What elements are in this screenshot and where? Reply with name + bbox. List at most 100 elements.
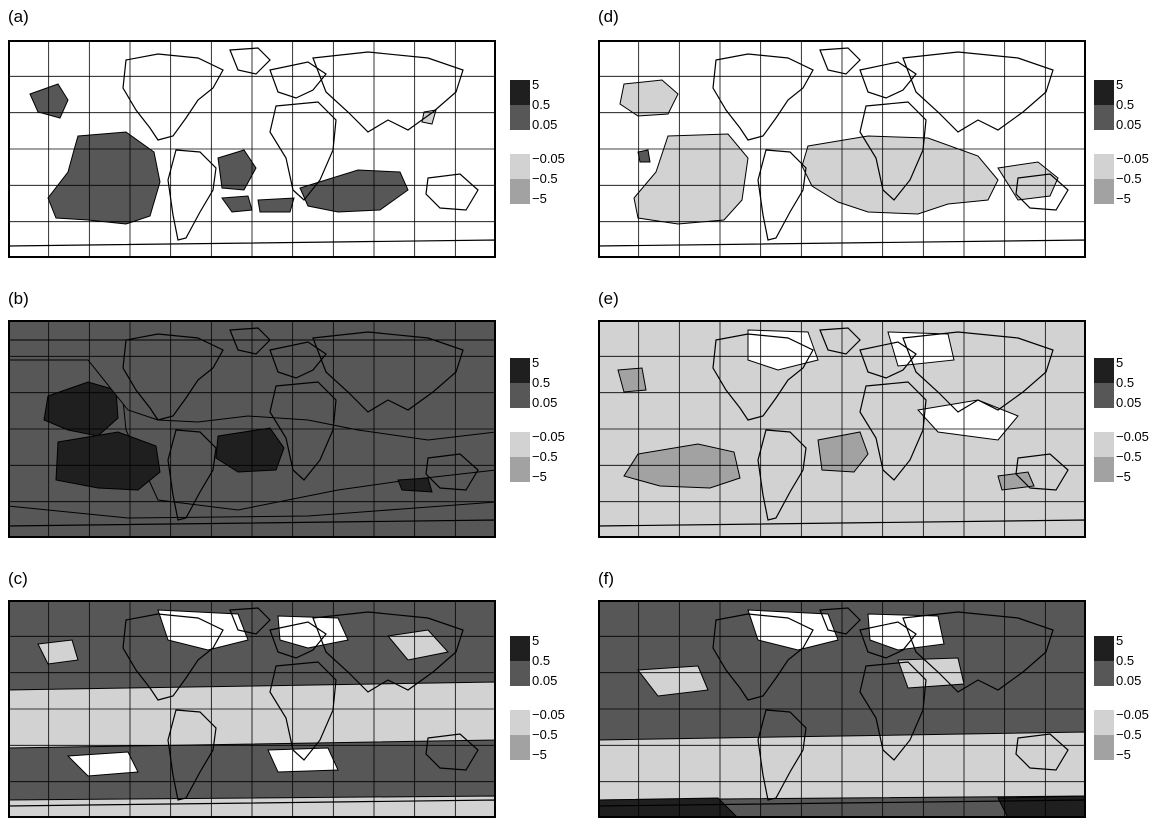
contour-region (917, 399, 1019, 441)
legend-c: 5 0.5 0.05 −0.05 −0.5 −5 (510, 633, 580, 776)
legend-level-label: −0.05 (1116, 151, 1149, 166)
legend-swatch (510, 383, 530, 408)
coastline (312, 611, 464, 693)
legend-swatch (1094, 636, 1114, 661)
legend-swatch (510, 457, 530, 482)
coastline (312, 331, 464, 413)
contour-region (997, 161, 1059, 201)
coastline (269, 381, 337, 481)
coastline (859, 661, 927, 761)
contour-region (157, 609, 249, 651)
legend-level-label: 5 (1116, 77, 1124, 92)
map-panel-d (598, 40, 1086, 258)
contour-region (801, 135, 999, 215)
legend-swatch (510, 661, 530, 686)
legend-level-label: 0.05 (532, 395, 558, 410)
legend-level-label: −0.05 (532, 707, 565, 722)
legend-swatch (1094, 358, 1114, 383)
coastline (122, 53, 224, 141)
legend-swatch (1094, 735, 1114, 760)
map-panel-e (598, 320, 1086, 538)
coastline (269, 101, 337, 201)
legend-swatch (1094, 661, 1114, 686)
legend-level-label: 0.5 (1116, 653, 1135, 668)
contour-region (55, 431, 161, 491)
map-frame (598, 320, 1086, 538)
coastline (269, 61, 327, 99)
legend-swatch (1094, 383, 1114, 408)
coastline (122, 333, 224, 421)
coastline (269, 621, 327, 659)
legend-swatch (510, 179, 530, 204)
legend-e: 5 0.5 0.05 −0.05 −0.5 −5 (1094, 356, 1158, 498)
legend-swatch (1094, 179, 1114, 204)
map-frame (8, 40, 496, 258)
contour-region (887, 331, 955, 367)
contour-region (421, 109, 437, 125)
coastline (425, 173, 479, 211)
legend-swatch (510, 636, 530, 661)
legend-swatch (510, 80, 530, 105)
panel-label-f: (f) (598, 569, 615, 588)
legend-level-label: −0.05 (532, 151, 565, 166)
contour-region (997, 795, 1086, 818)
legend-level-label: −5 (1116, 747, 1131, 762)
coastline (1015, 453, 1069, 491)
coastline (712, 333, 814, 421)
legend-level-label: −5 (532, 191, 547, 206)
coastline (859, 61, 917, 99)
panel-label-b: (b) (8, 289, 29, 308)
contour-region (637, 149, 651, 163)
legend-swatch (1094, 105, 1114, 130)
legend-level-label: −5 (532, 747, 547, 762)
legend-level-label: −5 (1116, 191, 1131, 206)
contour-region (747, 329, 819, 371)
coastline (1015, 173, 1069, 211)
legend-swatch (510, 735, 530, 760)
legend-level-label: 0.05 (1116, 395, 1142, 410)
coastline (229, 47, 271, 75)
legend-d: 5 0.5 0.05 −0.05 −0.5 −5 (1094, 77, 1158, 220)
legend-level-label: 5 (532, 633, 540, 648)
coastline (269, 661, 337, 761)
legend-level-label: 5 (1116, 633, 1124, 648)
map-panel-b (8, 320, 496, 538)
legend-f: 5 0.5 0.05 −0.05 −0.5 −5 (1094, 633, 1158, 776)
map-frame (8, 320, 496, 538)
legend-swatch (1094, 710, 1114, 735)
contour-region (43, 381, 119, 437)
legend-level-label: 5 (532, 77, 540, 92)
coastline (712, 53, 814, 141)
coastline (859, 101, 927, 201)
contour-region (299, 169, 409, 213)
legend-level-label: −0.05 (1116, 429, 1149, 444)
coastline (312, 51, 464, 133)
map-panel-a (8, 40, 496, 258)
legend-swatch (1094, 154, 1114, 179)
legend-level-label: −0.5 (1116, 449, 1142, 464)
legend-level-label: 0.5 (1116, 375, 1135, 390)
legend-swatch (510, 358, 530, 383)
coastline (859, 621, 917, 659)
legend-swatch (1094, 432, 1114, 457)
legend-level-label: 5 (532, 355, 540, 370)
coastline (819, 607, 861, 635)
coastline (122, 613, 224, 701)
legend-swatch (510, 710, 530, 735)
contour-region (267, 747, 339, 773)
legend-b: 5 0.5 0.05 −0.05 −0.5 −5 (510, 355, 580, 498)
contour-region (619, 79, 679, 117)
legend-level-label: −0.5 (532, 727, 558, 742)
coastline (712, 613, 814, 701)
panel-label-c: (c) (8, 569, 28, 588)
legend-a: 5 0.5 0.05 −0.05 −0.5 −5 (510, 77, 580, 220)
legend-level-label: 0.5 (532, 375, 551, 390)
legend-level-label: 0.5 (1116, 97, 1135, 112)
coastline (425, 733, 479, 771)
coastline (859, 381, 927, 481)
legend-level-label: −0.05 (1116, 707, 1149, 722)
contour-region (997, 471, 1035, 491)
contour-region (257, 197, 295, 213)
legend-level-label: 0.05 (532, 673, 558, 688)
contour-region (66, 751, 139, 777)
